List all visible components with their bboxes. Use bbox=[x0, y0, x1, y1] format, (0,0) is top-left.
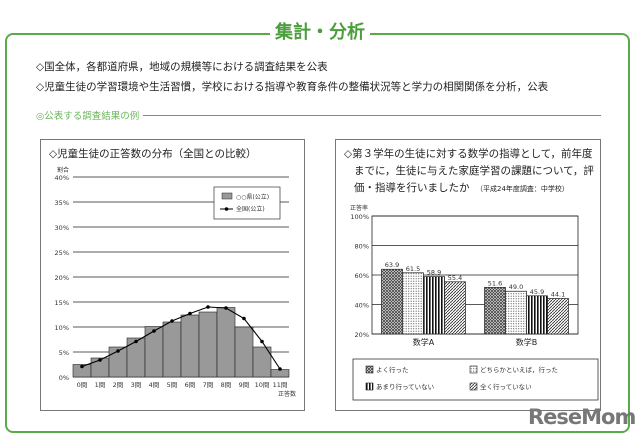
bar-diag bbox=[547, 298, 569, 335]
x-tick-label: 8問 bbox=[221, 381, 232, 389]
x-axis-label: 正答数 bbox=[278, 390, 296, 398]
national-point bbox=[278, 367, 282, 371]
national-point bbox=[224, 306, 228, 310]
national-point bbox=[206, 305, 210, 309]
legend-label: 全国(公立) bbox=[236, 205, 265, 213]
data-label: 44.1 bbox=[551, 290, 565, 298]
data-label: 61.5 bbox=[406, 265, 420, 273]
section-title: 集計・分析 bbox=[270, 18, 370, 44]
y-tick-label: 40% bbox=[355, 302, 369, 310]
y-tick-label: 30% bbox=[55, 224, 69, 232]
national-point bbox=[80, 364, 84, 369]
national-point bbox=[116, 349, 120, 353]
histogram-bar bbox=[162, 321, 182, 378]
legend-box bbox=[213, 186, 281, 220]
legend-label: 全く行っていない bbox=[480, 382, 532, 391]
x-tick-label: 3問 bbox=[131, 381, 142, 389]
legend-swatch bbox=[365, 365, 374, 374]
y-tick-label: 40% bbox=[55, 174, 69, 182]
y-tick-label: 10% bbox=[55, 324, 69, 332]
national-point bbox=[188, 311, 192, 316]
histogram-bar bbox=[216, 307, 236, 378]
y-tick-label: 80% bbox=[355, 243, 369, 251]
bar-vstripe bbox=[423, 276, 445, 335]
right-chart-panel: ◇第３学年の生徒に対する数学の指導として，前年度 までに，生徒に与えた家庭学習の… bbox=[335, 139, 601, 411]
histogram-bar bbox=[234, 326, 254, 378]
national-point bbox=[152, 329, 156, 333]
national-line bbox=[81, 306, 281, 370]
x-tick-label: 2問 bbox=[113, 381, 124, 389]
histogram-bar bbox=[198, 311, 218, 378]
right-title-line-1: ◇第３学年の生徒に対する数学の指導として，前年度 bbox=[344, 148, 593, 160]
national-point bbox=[242, 316, 246, 321]
y-tick-label: 5% bbox=[59, 349, 69, 357]
x-tick-label: 数学B bbox=[516, 337, 538, 347]
legend-swatch bbox=[469, 382, 478, 391]
legend-label: よく行った bbox=[376, 365, 409, 374]
right-title-line-3: 価・指導を行いましたか bbox=[354, 182, 470, 194]
x-tick-label: 6問 bbox=[185, 381, 196, 389]
histogram-bar bbox=[180, 314, 200, 378]
y-axis-label: 割合 bbox=[57, 166, 69, 174]
bar-dots bbox=[402, 272, 424, 335]
x-tick-label: 4問 bbox=[149, 381, 160, 389]
national-point bbox=[98, 358, 102, 362]
bar-dots bbox=[505, 290, 527, 335]
x-tick-label: 5問 bbox=[167, 381, 178, 389]
y-tick-label: 35% bbox=[55, 199, 69, 207]
bar-diag bbox=[444, 281, 466, 335]
bullet-1: ◇国全体，各都道府県，地域の規模等における調査結果を公表 bbox=[36, 61, 328, 73]
y-tick-label: 15% bbox=[55, 299, 69, 307]
x-tick-label: 9問 bbox=[239, 381, 250, 389]
y-tick-label: 25% bbox=[55, 249, 69, 257]
legend-swatch-bar bbox=[221, 192, 233, 200]
x-tick-label: 7問 bbox=[203, 381, 214, 389]
bar-cross bbox=[484, 287, 506, 335]
data-label: 58.9 bbox=[427, 269, 441, 277]
x-tick-label: 1問 bbox=[95, 381, 106, 389]
y-axis-label: 正答率 bbox=[350, 204, 368, 212]
x-tick-label: 10問 bbox=[255, 381, 270, 389]
legend-label: あまり行っていない bbox=[376, 382, 434, 391]
data-label: 51.6 bbox=[488, 279, 502, 287]
right-title-line-2: までに，生徒に与えた家庭学習の課題について，評 bbox=[354, 165, 594, 177]
y-tick-label: 20% bbox=[55, 274, 69, 282]
subsection-label: ◎公表する調査結果の例 bbox=[36, 108, 144, 122]
bar-cross bbox=[381, 268, 403, 335]
bullet-2: ◇児童生徒の学習環境や生活習慣，学校における指導や教育条件の整備状況等と学力の相… bbox=[36, 81, 549, 93]
data-label: 55.4 bbox=[448, 274, 462, 282]
histogram-bar bbox=[126, 337, 146, 378]
x-tick-label: 数学A bbox=[413, 337, 435, 347]
survey-note: （平成24年度調査：中学校） bbox=[476, 185, 569, 193]
left-chart-panel: ◇児童生徒の正答数の分布（全国との比較） bbox=[40, 139, 305, 411]
national-point bbox=[134, 339, 138, 344]
legend-swatch bbox=[365, 382, 374, 391]
x-tick-label: 0問 bbox=[77, 381, 88, 389]
divider bbox=[36, 115, 601, 116]
legend-label: どちらかといえば，行った bbox=[480, 365, 558, 374]
legend-label: ○○県(公立) bbox=[236, 193, 269, 201]
legend-swatch-point bbox=[224, 207, 229, 211]
legend-swatch bbox=[469, 365, 478, 374]
data-label: 49.0 bbox=[509, 283, 523, 291]
y-tick-label: 20% bbox=[355, 331, 369, 339]
x-tick-label: 11問 bbox=[273, 381, 288, 389]
y-tick-label: 0% bbox=[59, 374, 69, 382]
bar-vstripe bbox=[526, 295, 548, 335]
left-chart-title: ◇児童生徒の正答数の分布（全国との比較） bbox=[49, 148, 257, 160]
national-point bbox=[170, 319, 174, 323]
data-label: 63.9 bbox=[385, 261, 399, 269]
data-label: 45.9 bbox=[530, 288, 544, 296]
national-point bbox=[260, 339, 264, 344]
histogram-bar bbox=[252, 346, 272, 378]
y-tick-label: 60% bbox=[355, 272, 369, 280]
resemom-logo: ReseMom bbox=[528, 405, 636, 429]
y-tick-label: 100% bbox=[350, 213, 369, 221]
